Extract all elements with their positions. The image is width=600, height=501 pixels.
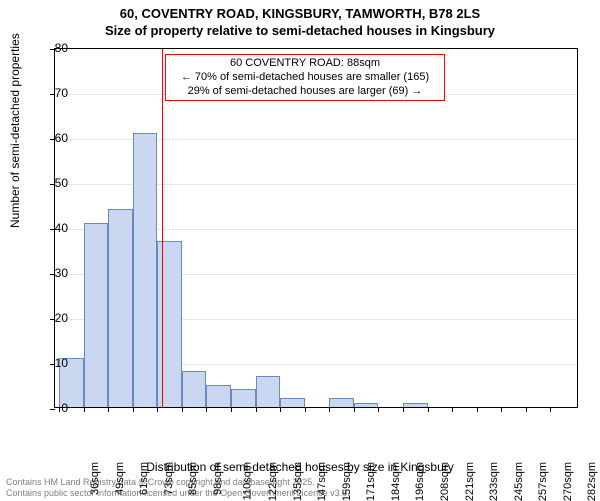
x-tick-label: 270sqm bbox=[562, 462, 574, 501]
histogram-bar bbox=[182, 371, 207, 407]
y-tick-label: 50 bbox=[38, 176, 68, 190]
x-tick-label: 184sqm bbox=[390, 462, 402, 501]
y-tick-label: 60 bbox=[38, 131, 68, 145]
x-tick-mark bbox=[501, 407, 502, 412]
x-tick-label: 257sqm bbox=[537, 462, 549, 501]
histogram-bar bbox=[256, 376, 281, 408]
x-tick-label: 282sqm bbox=[587, 462, 599, 501]
chart-title: 60, COVENTRY ROAD, KINGSBURY, TAMWORTH, … bbox=[0, 0, 600, 40]
x-tick-mark bbox=[428, 407, 429, 412]
x-tick-label: 135sqm bbox=[292, 462, 304, 501]
histogram-bar bbox=[157, 241, 182, 408]
reference-line bbox=[162, 49, 163, 407]
x-tick-mark bbox=[477, 407, 478, 412]
x-tick-mark bbox=[378, 407, 379, 412]
x-tick-label: 85sqm bbox=[187, 462, 199, 495]
x-tick-label: 122sqm bbox=[267, 462, 279, 501]
x-tick-mark bbox=[403, 407, 404, 412]
x-tick-mark bbox=[256, 407, 257, 412]
x-tick-mark bbox=[182, 407, 183, 412]
chart-area: 60 COVENTRY ROAD: 88sqm← 70% of semi-det… bbox=[54, 48, 578, 408]
x-tick-label: 36sqm bbox=[89, 462, 101, 495]
histogram-bar bbox=[133, 133, 158, 408]
annotation-box: 60 COVENTRY ROAD: 88sqm← 70% of semi-det… bbox=[165, 54, 445, 101]
x-tick-mark bbox=[280, 407, 281, 412]
histogram-bar bbox=[280, 398, 305, 407]
y-tick-label: 0 bbox=[38, 401, 68, 415]
x-tick-label: 73sqm bbox=[163, 462, 175, 495]
x-tick-label: 233sqm bbox=[488, 462, 500, 501]
x-tick-mark bbox=[526, 407, 527, 412]
x-tick-mark bbox=[133, 407, 134, 412]
histogram-bar bbox=[108, 209, 133, 407]
x-tick-mark bbox=[329, 407, 330, 412]
y-axis-label: Number of semi-detached properties bbox=[8, 33, 22, 228]
histogram-bar bbox=[329, 398, 354, 407]
x-tick-label: 245sqm bbox=[513, 462, 525, 501]
x-tick-label: 110sqm bbox=[242, 462, 254, 500]
y-tick-label: 10 bbox=[38, 356, 68, 370]
plot-box: 60 COVENTRY ROAD: 88sqm← 70% of semi-det… bbox=[54, 48, 578, 408]
histogram-bar bbox=[84, 223, 109, 408]
y-tick-label: 80 bbox=[38, 41, 68, 55]
histogram-bar bbox=[231, 389, 256, 407]
x-tick-mark bbox=[231, 407, 232, 412]
x-tick-mark bbox=[206, 407, 207, 412]
x-tick-mark bbox=[354, 407, 355, 412]
annotation-line2: ← 70% of semi-detached houses are smalle… bbox=[170, 71, 440, 85]
histogram-bar bbox=[403, 403, 428, 408]
histogram-bar bbox=[206, 385, 231, 408]
x-tick-label: 159sqm bbox=[341, 462, 353, 501]
x-tick-label: 147sqm bbox=[316, 462, 328, 501]
x-tick-mark bbox=[305, 407, 306, 412]
x-tick-label: 171sqm bbox=[365, 462, 377, 501]
y-tick-label: 20 bbox=[38, 311, 68, 325]
x-tick-mark bbox=[157, 407, 158, 412]
x-tick-mark bbox=[550, 407, 551, 412]
x-tick-label: 49sqm bbox=[114, 462, 126, 495]
x-tick-label: 61sqm bbox=[138, 462, 150, 495]
x-tick-label: 98sqm bbox=[212, 462, 224, 495]
x-tick-label: 196sqm bbox=[415, 462, 427, 501]
x-tick-label: 208sqm bbox=[439, 462, 451, 501]
x-tick-label: 221sqm bbox=[464, 462, 476, 501]
x-tick-mark bbox=[452, 407, 453, 412]
y-tick-label: 30 bbox=[38, 266, 68, 280]
y-tick-label: 40 bbox=[38, 221, 68, 235]
annotation-line1: 60 COVENTRY ROAD: 88sqm bbox=[170, 57, 440, 71]
x-tick-mark bbox=[108, 407, 109, 412]
title-line2: Size of property relative to semi-detach… bbox=[0, 23, 600, 40]
y-tick-label: 70 bbox=[38, 86, 68, 100]
x-tick-mark bbox=[84, 407, 85, 412]
title-line1: 60, COVENTRY ROAD, KINGSBURY, TAMWORTH, … bbox=[0, 6, 600, 23]
histogram-bar bbox=[354, 403, 379, 408]
annotation-line3: 29% of semi-detached houses are larger (… bbox=[170, 85, 440, 99]
